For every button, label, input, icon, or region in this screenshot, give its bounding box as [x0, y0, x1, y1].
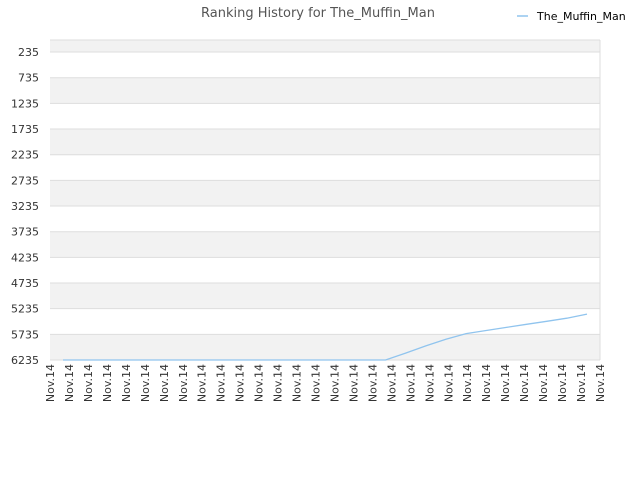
y-tick-label: 2235 — [11, 149, 39, 162]
legend-label: The_Muffin_Man — [536, 10, 626, 23]
x-tick-label: Nov.14 — [594, 364, 607, 402]
y-tick-label: 4235 — [11, 251, 39, 264]
x-tick-label: Nov.14 — [101, 364, 114, 402]
x-tick-label: Nov.14 — [328, 364, 341, 402]
y-tick-label: 3235 — [11, 200, 39, 213]
background-band — [50, 231, 600, 258]
x-tick-label: Nov.14 — [556, 364, 569, 402]
background-band — [50, 77, 600, 104]
y-tick-label: 1235 — [11, 97, 39, 110]
x-tick-label: Nov.14 — [291, 364, 304, 402]
x-tick-label: Nov.14 — [158, 364, 171, 402]
x-tick-label: Nov.14 — [310, 364, 323, 402]
y-tick-label: 6235 — [11, 354, 39, 367]
background-band — [50, 257, 600, 284]
x-tick-label: Nov.14 — [120, 364, 133, 402]
chart-title: Ranking History for The_Muffin_Man — [201, 6, 435, 21]
y-tick-label: 1735 — [11, 123, 39, 136]
y-tick-label: 2735 — [11, 174, 39, 187]
background-band — [50, 52, 600, 78]
x-tick-label: Nov.14 — [442, 364, 455, 402]
x-tick-label: Nov.14 — [253, 364, 266, 402]
y-tick-label: 235 — [18, 46, 39, 59]
x-tick-label: Nov.14 — [139, 364, 152, 402]
chart-legend[interactable]: The_Muffin_Man — [517, 10, 626, 23]
gridlines — [50, 39, 601, 361]
x-tick-label: Nov.14 — [461, 364, 474, 402]
x-tick-label: Nov.14 — [518, 364, 531, 402]
x-tick-label: Nov.14 — [234, 364, 247, 402]
x-tick-label: Nov.14 — [575, 364, 588, 402]
x-tick-label: Nov.14 — [480, 364, 493, 402]
x-tick-label: Nov.14 — [423, 364, 436, 402]
x-tick-label: Nov.14 — [177, 364, 190, 402]
y-tick-label: 735 — [18, 72, 39, 85]
x-tick-label: Nov.14 — [44, 364, 57, 402]
background-band — [50, 103, 600, 130]
y-axis-ticks: 235 735 1235 1735 2235 2735 3235 3735 4235 4735 52… — [11, 46, 39, 367]
y-tick-label: 5735 — [11, 328, 39, 341]
x-tick-label: Nov.14 — [272, 364, 285, 402]
x-tick-label: Nov.14 — [366, 364, 379, 402]
x-tick-label: Nov.14 — [347, 364, 360, 402]
background-band — [50, 40, 600, 53]
background-bands — [50, 40, 600, 360]
background-band — [50, 308, 600, 335]
x-axis-ticks: Nov.14 Nov.14 Nov.14 Nov.14 Nov.14 Nov.14 Nov.… — [44, 364, 607, 402]
y-tick-label: 4735 — [11, 277, 39, 290]
x-tick-label: Nov.14 — [63, 364, 76, 402]
series-line — [63, 313, 588, 361]
series-layer — [63, 313, 588, 361]
background-band — [50, 206, 600, 232]
background-band — [50, 180, 600, 207]
x-tick-label: Nov.14 — [82, 364, 95, 402]
x-tick-label: Nov.14 — [196, 364, 209, 402]
background-band — [50, 283, 600, 309]
background-band — [50, 334, 600, 360]
x-tick-label: Nov.14 — [215, 364, 228, 402]
x-tick-label: Nov.14 — [499, 364, 512, 402]
background-band — [50, 154, 600, 181]
background-band — [50, 129, 600, 155]
x-tick-label: Nov.14 — [404, 364, 417, 402]
y-tick-label: 3735 — [11, 226, 39, 239]
x-tick-label: Nov.14 — [537, 364, 550, 402]
x-tick-label: Nov.14 — [385, 364, 398, 402]
y-tick-label: 5235 — [11, 303, 39, 316]
